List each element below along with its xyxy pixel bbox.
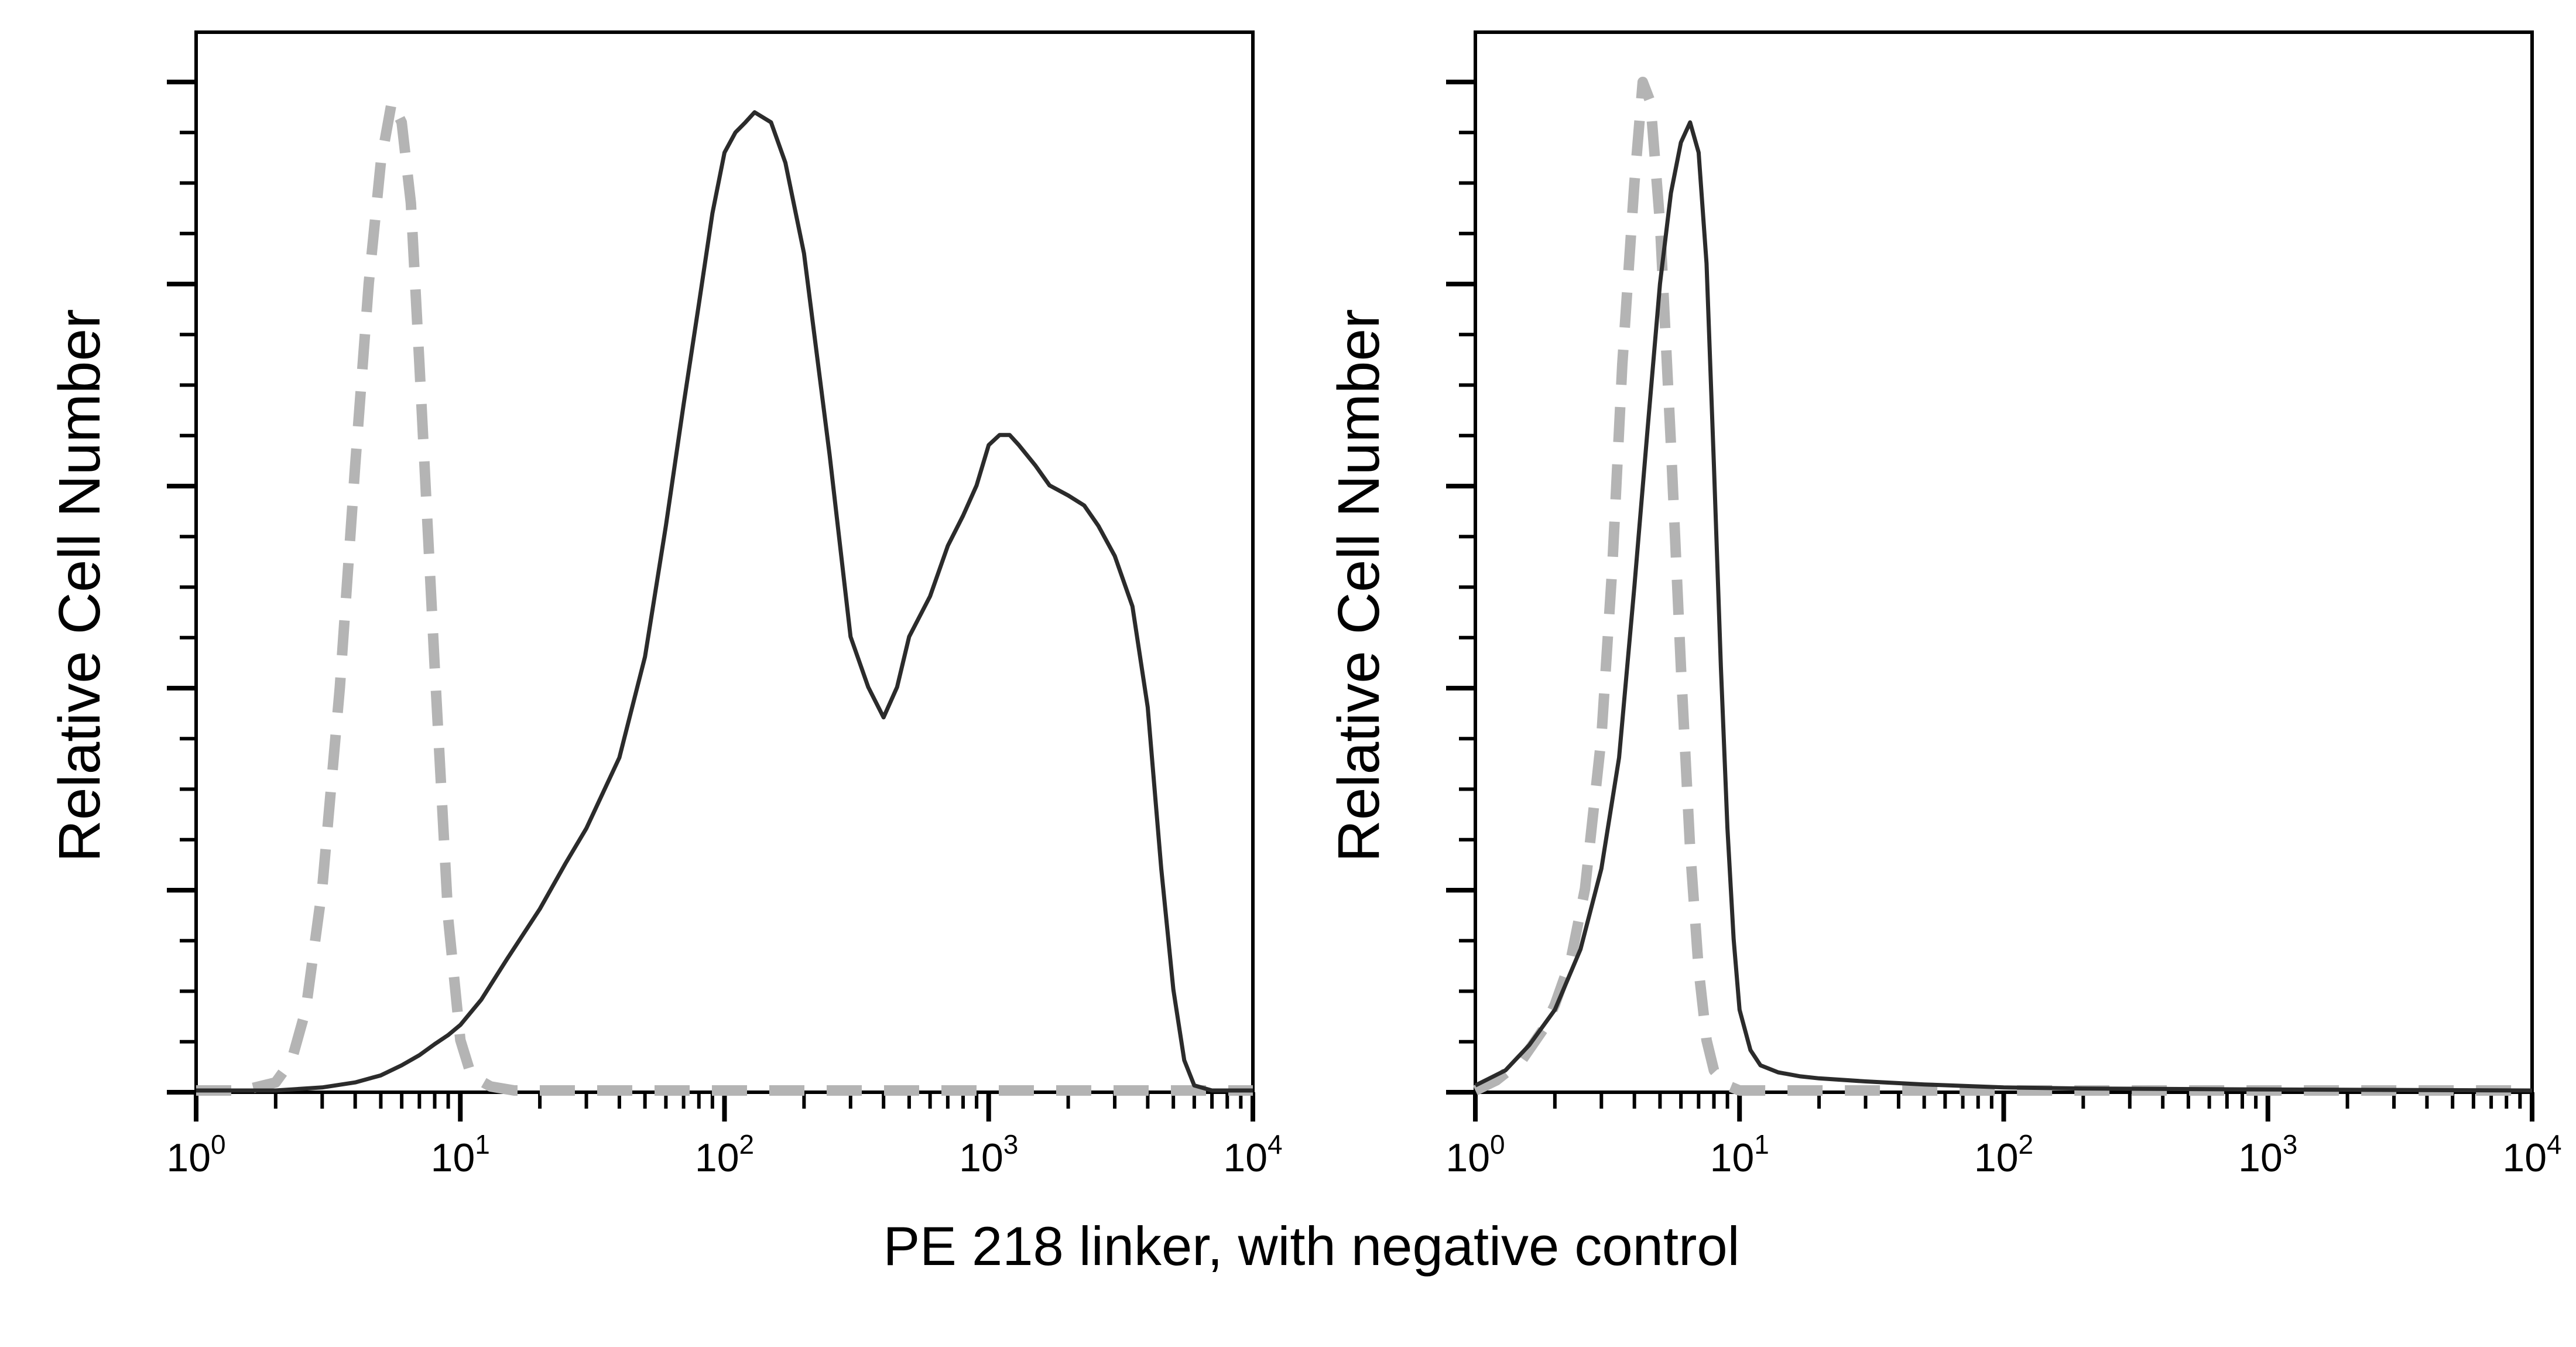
y-axis-label: Relative Cell Number — [47, 309, 112, 863]
x-tick-label: 101 — [1710, 1129, 1769, 1180]
x-tick-label: 103 — [2238, 1129, 2297, 1180]
left-histogram-panel: 100 101 102 103 104 Relative Cell Number — [47, 30, 1283, 1180]
x-axis-title: PE 218 linker, with negative control — [883, 1215, 1739, 1277]
x-tick-label: 104 — [2502, 1129, 2561, 1180]
x-tick-label: 101 — [431, 1129, 490, 1180]
x-tick-label: 100 — [166, 1129, 225, 1180]
negative-control-curve — [1473, 77, 2532, 1096]
negative-control-curve — [196, 97, 1253, 1096]
x-tick-label: 103 — [959, 1129, 1018, 1180]
plot-frame — [194, 30, 1255, 1094]
x-tick-label: 102 — [1974, 1129, 2033, 1180]
sample-curve — [1474, 120, 2533, 1093]
right-histogram-panel: 100 101 102 103 104 Relative Cell Number — [1326, 30, 2562, 1180]
x-tick-label: 102 — [695, 1129, 754, 1180]
x-tick-label: 104 — [1223, 1129, 1282, 1180]
sample-curve — [196, 110, 1253, 1093]
x-tick-label: 100 — [1445, 1129, 1505, 1180]
y-axis-label: Relative Cell Number — [1326, 309, 1392, 863]
